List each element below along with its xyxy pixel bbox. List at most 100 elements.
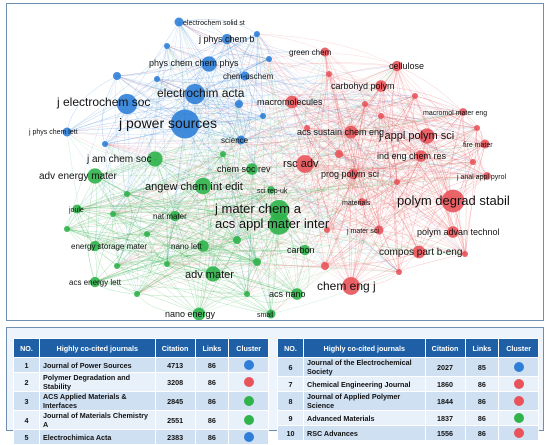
citation-count: 1837 — [424, 410, 466, 426]
network-edge — [184, 123, 258, 263]
links-count: 86 — [464, 410, 500, 426]
network-edge — [236, 181, 398, 241]
network-edge — [76, 208, 148, 235]
network-edge — [104, 143, 248, 295]
network-edge — [104, 143, 488, 177]
network-edge — [76, 181, 398, 210]
network-edge — [123, 103, 138, 295]
network-edge — [240, 131, 486, 145]
network-edge — [208, 63, 363, 203]
network-edge — [350, 181, 398, 287]
network-edge — [251, 101, 293, 170]
network-edge — [256, 33, 454, 233]
network-edge — [268, 58, 328, 231]
network-edge — [338, 153, 420, 253]
network-edge — [94, 245, 272, 315]
network-edge — [156, 75, 246, 84]
network-edge — [304, 51, 326, 251]
network-edge — [104, 143, 204, 187]
network-edge — [178, 21, 272, 191]
cluster-cell — [228, 391, 269, 411]
network-edge — [76, 135, 428, 210]
network-edge — [66, 228, 238, 241]
node-materials — [358, 198, 366, 206]
network-edge — [66, 168, 253, 230]
network-edge — [244, 75, 308, 129]
network-edge — [352, 127, 478, 175]
network-edge — [414, 95, 486, 145]
network-edge — [136, 185, 204, 295]
network-edge — [66, 153, 224, 230]
table-row: 10 RSC Advances 1556 86 — [277, 425, 539, 441]
network-edge — [291, 101, 400, 273]
network-edge — [94, 239, 238, 283]
network-edge — [251, 51, 326, 170]
journal-name: Journal of Power Sources — [38, 357, 156, 373]
network-edge — [174, 175, 488, 217]
network-edge — [154, 111, 464, 160]
row-number: 6 — [277, 357, 304, 377]
network-edge — [104, 63, 210, 145]
cluster-cell — [498, 391, 539, 411]
network-edge — [94, 223, 280, 283]
network-edge — [76, 175, 488, 210]
network-edge — [94, 75, 246, 247]
network-edge — [136, 293, 298, 298]
network-edge — [350, 173, 357, 287]
row-number: 5 — [13, 429, 40, 445]
network-edge — [212, 101, 293, 275]
network-edge — [208, 63, 238, 241]
node-label: acs sustain chem eng — [297, 127, 384, 137]
network-edge — [238, 33, 258, 105]
network-edge — [104, 33, 258, 145]
network-edge — [396, 65, 466, 255]
network-edge — [256, 33, 264, 117]
table-row: 4 Journal of Materials Chemistry A 2551 86 — [13, 410, 269, 430]
network-edge — [116, 265, 272, 315]
network-edge — [350, 115, 382, 287]
network-edge — [350, 131, 380, 231]
network-nodes — [62, 17, 491, 320]
network-edge — [136, 265, 326, 295]
network-edge — [398, 143, 486, 273]
network-edge — [240, 115, 382, 141]
network-edge — [178, 21, 454, 233]
network-edge — [116, 45, 168, 267]
network-edge — [380, 115, 486, 145]
network-edge — [278, 181, 398, 211]
network-edge — [364, 103, 474, 163]
network-edge — [76, 208, 258, 263]
network-edge — [136, 209, 280, 295]
network-edge — [94, 245, 138, 295]
network-edge — [94, 158, 156, 247]
network-edge — [396, 161, 474, 183]
journal-name: Advanced Materials — [303, 410, 426, 426]
node-label: joule — [68, 207, 84, 214]
network-edge — [268, 58, 380, 231]
network-edge — [66, 45, 168, 133]
network-edge — [244, 75, 272, 315]
network-edge — [66, 75, 246, 133]
network-edge — [378, 65, 398, 231]
node-label: cellulose — [389, 61, 424, 71]
network-edge — [94, 101, 293, 247]
network-edge — [112, 213, 214, 275]
network-edge — [174, 215, 200, 315]
network-edge — [174, 103, 240, 217]
node-macromolecules — [285, 95, 299, 109]
network-edge — [94, 155, 422, 283]
network-edge — [352, 85, 382, 175]
network-edge — [361, 201, 400, 273]
network-edge — [338, 85, 382, 155]
network-edge — [126, 187, 272, 195]
network-edge — [324, 51, 380, 231]
network-edge — [378, 161, 474, 231]
citation-count: 2845 — [154, 391, 196, 411]
network-edge — [262, 94, 416, 117]
network-edge — [178, 21, 270, 60]
network-edge — [306, 127, 428, 142]
network-edge — [246, 127, 478, 295]
network-edge — [226, 38, 242, 141]
network-edge — [350, 131, 420, 253]
node-label: polym advan technol — [417, 227, 500, 237]
